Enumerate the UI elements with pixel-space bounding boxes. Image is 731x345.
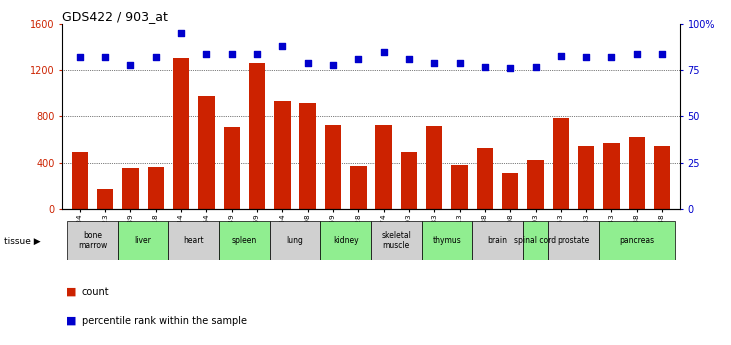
Point xyxy=(327,62,339,68)
Point xyxy=(631,51,643,57)
Point xyxy=(428,60,440,66)
Bar xyxy=(422,221,472,260)
Bar xyxy=(168,221,219,260)
Text: thymus: thymus xyxy=(433,236,461,245)
Bar xyxy=(122,168,139,209)
Bar xyxy=(523,221,548,260)
Bar xyxy=(527,160,544,209)
Text: heart: heart xyxy=(183,236,204,245)
Point xyxy=(504,66,516,71)
Bar xyxy=(97,188,113,209)
Bar xyxy=(270,221,320,260)
Bar xyxy=(148,167,164,209)
Point xyxy=(150,55,162,60)
Bar xyxy=(599,221,675,260)
Point xyxy=(125,62,137,68)
Text: lung: lung xyxy=(287,236,303,245)
Point xyxy=(403,57,414,62)
Bar xyxy=(603,143,620,209)
Point xyxy=(302,60,314,66)
Bar xyxy=(477,148,493,209)
Text: tissue ▶: tissue ▶ xyxy=(4,237,40,246)
Point xyxy=(656,51,668,57)
Point xyxy=(479,64,491,69)
Text: pancreas: pancreas xyxy=(619,236,654,245)
Bar xyxy=(426,126,442,209)
Text: skeletal
muscle: skeletal muscle xyxy=(382,231,412,250)
Point xyxy=(74,55,86,60)
Bar xyxy=(274,101,291,209)
Bar xyxy=(553,118,569,209)
Text: ■: ■ xyxy=(66,287,76,296)
Bar xyxy=(67,221,118,260)
Bar xyxy=(502,173,518,209)
Point xyxy=(276,43,288,49)
Bar xyxy=(320,221,371,260)
Point xyxy=(580,55,592,60)
Bar xyxy=(300,102,316,209)
Text: spleen: spleen xyxy=(232,236,257,245)
Bar xyxy=(118,221,168,260)
Point xyxy=(251,51,263,57)
Bar xyxy=(371,221,422,260)
Bar xyxy=(578,146,594,209)
Bar xyxy=(249,63,265,209)
Bar xyxy=(219,221,270,260)
Bar xyxy=(325,125,341,209)
Text: ■: ■ xyxy=(66,316,76,326)
Bar xyxy=(451,165,468,209)
Bar xyxy=(72,152,88,209)
Point xyxy=(352,57,364,62)
Text: GDS422 / 903_at: GDS422 / 903_at xyxy=(62,10,168,23)
Text: spinal cord: spinal cord xyxy=(515,236,556,245)
Text: bone
marrow: bone marrow xyxy=(78,231,107,250)
Point xyxy=(175,31,187,36)
Text: prostate: prostate xyxy=(557,236,590,245)
Bar xyxy=(548,221,599,260)
Text: liver: liver xyxy=(135,236,151,245)
Bar xyxy=(401,152,417,209)
Bar xyxy=(629,137,645,209)
Point xyxy=(454,60,466,66)
Bar xyxy=(376,125,392,209)
Point xyxy=(200,51,212,57)
Point xyxy=(378,49,390,55)
Bar xyxy=(654,146,670,209)
Text: kidney: kidney xyxy=(333,236,358,245)
Text: brain: brain xyxy=(488,236,507,245)
Bar xyxy=(173,58,189,209)
Point xyxy=(530,64,542,69)
Bar xyxy=(198,96,215,209)
Point xyxy=(226,51,238,57)
Point xyxy=(99,55,111,60)
Text: percentile rank within the sample: percentile rank within the sample xyxy=(82,316,247,326)
Bar xyxy=(472,221,523,260)
Point xyxy=(555,53,567,58)
Bar xyxy=(224,127,240,209)
Bar xyxy=(350,166,366,209)
Point xyxy=(605,55,617,60)
Text: count: count xyxy=(82,287,110,296)
